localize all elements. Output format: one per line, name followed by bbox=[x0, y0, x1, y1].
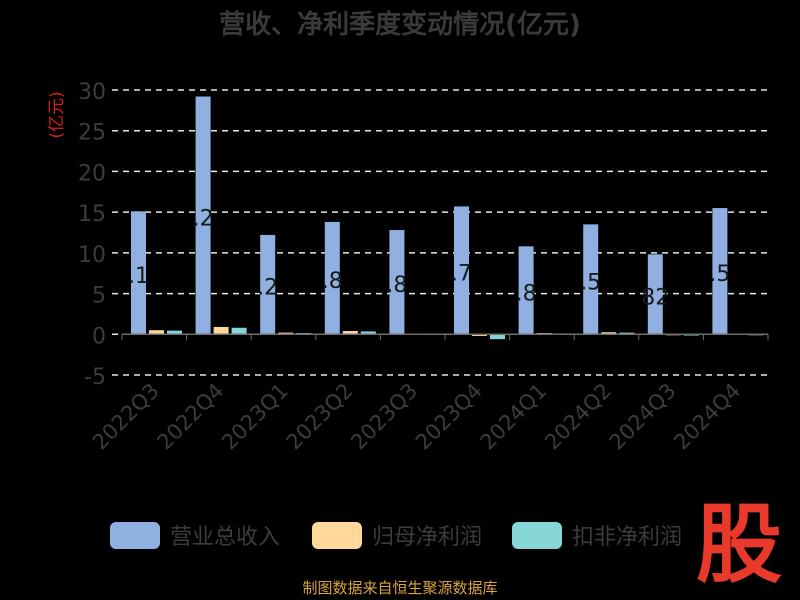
data-label: .8 bbox=[516, 281, 537, 306]
bar-1 bbox=[712, 208, 728, 335]
x-tick-label: 2024Q4 bbox=[669, 379, 745, 455]
bar-2 bbox=[213, 326, 229, 335]
data-label: 82 bbox=[641, 285, 669, 310]
bar-1 bbox=[647, 254, 663, 335]
y-tick-label: 20 bbox=[78, 161, 106, 186]
legend-swatch bbox=[110, 522, 160, 549]
x-tick-label: 2023Q3 bbox=[346, 379, 422, 455]
data-label: .8 bbox=[322, 269, 343, 294]
legend-swatch bbox=[512, 522, 562, 549]
legend-label: 归母净利润 bbox=[372, 525, 482, 550]
bar-3 bbox=[490, 334, 505, 340]
y-axis-label: (亿元) bbox=[47, 91, 67, 138]
bars: .1 .2 .2 .8 .8 .7 .8 .5 82 .5 bbox=[128, 96, 764, 340]
y-tick-label: 30 bbox=[78, 80, 106, 105]
y-tick-label: -5 bbox=[84, 365, 106, 390]
chart-title: 营收、净利季度变动情况(亿元) bbox=[219, 9, 581, 40]
bar-1 bbox=[324, 221, 340, 335]
x-tick-label: 2022Q4 bbox=[153, 379, 229, 455]
x-tick-label: 2024Q3 bbox=[605, 379, 681, 455]
y-tick-label: 15 bbox=[78, 202, 106, 227]
x-tick-label: 2023Q1 bbox=[217, 379, 293, 455]
data-label: .1 bbox=[128, 264, 149, 289]
x-tick-label: 2024Q1 bbox=[476, 379, 552, 455]
bar-2 bbox=[278, 332, 294, 335]
x-tick-label: 2023Q4 bbox=[411, 379, 487, 455]
legend: 营业总收入 归母净利润 扣非净利润 bbox=[110, 522, 682, 550]
bar-1 bbox=[389, 230, 405, 335]
bar-2 bbox=[149, 330, 164, 335]
legend-swatch bbox=[312, 522, 362, 549]
data-source-note: 制图数据来自恒生聚源数据库 bbox=[302, 579, 498, 597]
x-axis: 2022Q32022Q42023Q12023Q22023Q32023Q42024… bbox=[88, 333, 769, 455]
bar-2 bbox=[472, 334, 487, 336]
data-label: .5 bbox=[709, 262, 730, 287]
y-axis: 30 25 20 15 10 5 0 -5 bbox=[78, 80, 106, 390]
bar-1 bbox=[518, 246, 534, 335]
bar-1 bbox=[131, 211, 146, 335]
bar-3 bbox=[167, 330, 182, 335]
legend-label: 营业总收入 bbox=[170, 525, 280, 550]
bar-1 bbox=[454, 206, 469, 335]
bar-3 bbox=[360, 331, 376, 335]
bar-1 bbox=[195, 96, 211, 335]
data-label: .5 bbox=[580, 270, 601, 295]
y-tick-label: 25 bbox=[78, 121, 106, 146]
y-tick-label: 5 bbox=[92, 284, 106, 309]
bar-2 bbox=[342, 331, 358, 335]
x-tick-label: 2024Q2 bbox=[540, 379, 616, 455]
bar-1 bbox=[583, 224, 599, 335]
bar-3 bbox=[231, 327, 247, 335]
bar-3 bbox=[619, 332, 635, 335]
data-label: .8 bbox=[386, 273, 407, 298]
y-tick-label: 0 bbox=[92, 324, 106, 349]
bar-1 bbox=[260, 234, 276, 335]
data-label: .2 bbox=[257, 276, 278, 301]
watermark-logo: 股 bbox=[696, 495, 782, 595]
x-tick-label: 2023Q2 bbox=[282, 379, 358, 455]
y-tick-label: 10 bbox=[78, 243, 106, 268]
bar-2 bbox=[601, 332, 617, 335]
legend-label: 扣非净利润 bbox=[572, 525, 682, 550]
data-label: .7 bbox=[451, 261, 472, 286]
data-label: .2 bbox=[193, 206, 214, 231]
